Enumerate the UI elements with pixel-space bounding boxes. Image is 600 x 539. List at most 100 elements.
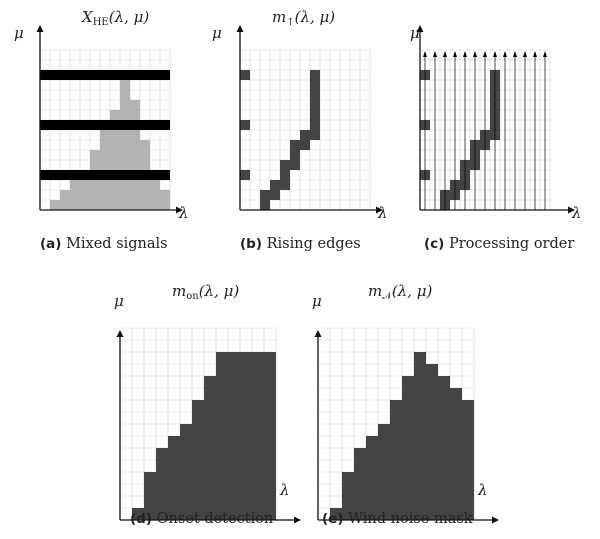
wind-noise-mask-cell <box>462 472 474 484</box>
wind-noise-mask-cell <box>450 484 462 496</box>
wind-noise-mask-cell <box>450 388 462 400</box>
onset-mask-cell <box>240 496 252 508</box>
mixed-signal-fill-cell <box>140 140 150 150</box>
mixed-signal-fill-cell <box>90 150 100 160</box>
harmonic-signal-band-cell <box>70 70 80 80</box>
onset-mask-cell <box>228 352 240 364</box>
panel-processing-order: μ λ (c) Processing order <box>400 0 600 265</box>
wind-noise-mask-cell <box>402 436 414 448</box>
x-axis-arrowhead <box>176 206 183 214</box>
mixed-signal-fill-cell <box>110 140 120 150</box>
mixed-signal-fill-cell <box>100 140 110 150</box>
mixed-signal-fill-cell <box>90 160 100 170</box>
rising-edge-cell <box>280 160 290 170</box>
panel-d-y-axis-label: μ <box>114 292 124 310</box>
wind-noise-mask-cell <box>390 448 402 460</box>
mixed-signal-fill-cell <box>110 130 120 140</box>
wind-noise-mask-cell <box>414 364 426 376</box>
harmonic-signal-band-cell <box>50 170 60 180</box>
panel-e-y-axis-label: μ <box>312 292 322 310</box>
onset-mask-cell <box>156 508 168 520</box>
wind-noise-mask-cell <box>438 484 450 496</box>
onset-mask-cell <box>168 496 180 508</box>
wind-noise-mask-cell <box>438 508 450 520</box>
mixed-signal-fill-cell <box>140 180 150 190</box>
wind-noise-mask-cell <box>414 400 426 412</box>
mixed-signal-fill-cell <box>130 180 140 190</box>
processing-order-arrowhead <box>533 51 537 57</box>
wind-noise-mask-cell <box>450 400 462 412</box>
rising-edge-cell <box>310 100 320 110</box>
mixed-signal-fill-cell <box>110 200 120 210</box>
rising-edge-cell <box>280 180 290 190</box>
wind-noise-mask-cell <box>426 472 438 484</box>
wind-noise-mask-cell <box>342 484 354 496</box>
x-axis-arrowhead <box>376 206 383 214</box>
rising-edge-cell <box>300 130 310 140</box>
mixed-signal-fill-cell <box>140 190 150 200</box>
wind-noise-mask-cell <box>414 352 426 364</box>
mixed-signal-fill-cell <box>150 180 160 190</box>
wind-noise-mask-cell <box>402 508 414 520</box>
mixed-signal-fill-cell <box>80 180 90 190</box>
wind-noise-mask-cell <box>450 496 462 508</box>
onset-mask-cell <box>192 424 204 436</box>
wind-noise-mask-cell <box>378 496 390 508</box>
onset-mask-cell <box>228 472 240 484</box>
processing-order-arrowhead <box>543 51 547 57</box>
wind-noise-mask-cell <box>402 484 414 496</box>
panel-d-caption: (d) Onset detection <box>130 511 274 527</box>
rising-edge-cell <box>300 140 310 150</box>
harmonic-signal-band-cell <box>70 170 80 180</box>
wind-noise-mask-cell <box>402 472 414 484</box>
processing-order-arrowhead <box>483 51 487 57</box>
onset-mask-cell <box>144 472 156 484</box>
panel-e-x-axis-label: λ <box>478 481 488 499</box>
onset-mask-cell <box>228 376 240 388</box>
onset-mask-cell <box>264 412 276 424</box>
wind-noise-mask-cell <box>378 460 390 472</box>
panel-d-title: mon(λ, μ) <box>172 282 240 302</box>
wind-noise-mask-cell <box>438 376 450 388</box>
wind-noise-mask-cell <box>354 472 366 484</box>
harmonic-signal-band-cell <box>100 170 110 180</box>
mixed-signal-fill-cell <box>90 180 100 190</box>
wind-noise-mask-cell <box>366 460 378 472</box>
onset-mask-cell <box>204 472 216 484</box>
rising-edge-cell <box>290 140 300 150</box>
onset-mask-cell <box>180 460 192 472</box>
onset-mask-cell <box>240 364 252 376</box>
rising-edge-cell <box>310 110 320 120</box>
onset-mask-cell <box>228 436 240 448</box>
onset-mask-cell <box>216 412 228 424</box>
harmonic-signal-band-cell <box>50 120 60 130</box>
x-axis-arrowhead <box>294 516 301 524</box>
mixed-signal-fill-cell <box>100 180 110 190</box>
mixed-signal-fill-cell <box>110 110 120 120</box>
harmonic-signal-band-cell <box>130 70 140 80</box>
harmonic-signal-band-cell <box>70 120 80 130</box>
onset-mask-cell <box>156 460 168 472</box>
harmonic-signal-band-cell <box>140 170 150 180</box>
mixed-signal-fill-cell <box>90 200 100 210</box>
harmonic-signal-band-cell <box>60 120 70 130</box>
onset-mask-cell <box>240 388 252 400</box>
onset-mask-cell <box>168 448 180 460</box>
harmonic-signal-band-cell <box>150 170 160 180</box>
wind-noise-mask-cell <box>402 424 414 436</box>
mixed-signal-fill-cell <box>130 190 140 200</box>
panel-b-x-axis-label: λ <box>378 204 388 222</box>
onset-mask-cell <box>204 376 216 388</box>
wind-noise-mask-cell <box>462 436 474 448</box>
onset-mask-cell <box>204 508 216 520</box>
wind-noise-mask-cell <box>354 460 366 472</box>
harmonic-signal-band-cell <box>110 120 120 130</box>
wind-noise-mask-cell <box>354 448 366 460</box>
wind-noise-mask-cell <box>450 472 462 484</box>
harmonic-signal-band-cell <box>160 70 170 80</box>
onset-mask-cell <box>144 496 156 508</box>
harmonic-signal-band-cell <box>160 120 170 130</box>
wind-noise-mask-cell <box>462 448 474 460</box>
harmonic-signal-band-cell <box>100 120 110 130</box>
onset-mask-cell <box>264 436 276 448</box>
